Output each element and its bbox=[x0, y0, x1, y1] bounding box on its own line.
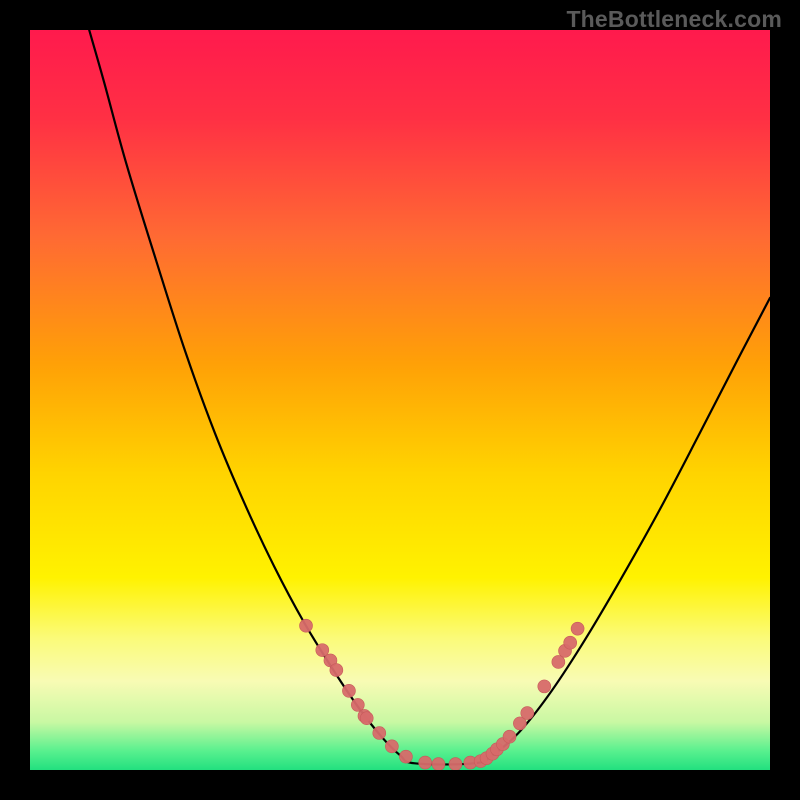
plot-svg bbox=[30, 30, 770, 770]
plot-area bbox=[30, 30, 770, 770]
watermark-text: TheBottleneck.com bbox=[566, 6, 782, 33]
data-marker bbox=[503, 730, 516, 743]
data-marker bbox=[449, 758, 462, 770]
chart-container: TheBottleneck.com bbox=[0, 0, 800, 800]
data-marker bbox=[351, 698, 364, 711]
data-marker bbox=[373, 727, 386, 740]
data-marker bbox=[316, 644, 329, 657]
data-marker bbox=[432, 758, 445, 770]
data-marker bbox=[399, 750, 412, 763]
gradient-background bbox=[30, 30, 770, 770]
data-marker bbox=[300, 619, 313, 632]
data-marker bbox=[564, 636, 577, 649]
data-marker bbox=[521, 707, 534, 720]
data-marker bbox=[538, 680, 551, 693]
data-marker bbox=[330, 664, 343, 677]
data-marker bbox=[360, 712, 373, 725]
data-marker bbox=[419, 756, 432, 769]
data-marker bbox=[571, 622, 584, 635]
data-marker bbox=[385, 740, 398, 753]
data-marker bbox=[342, 684, 355, 697]
data-marker bbox=[552, 655, 565, 668]
